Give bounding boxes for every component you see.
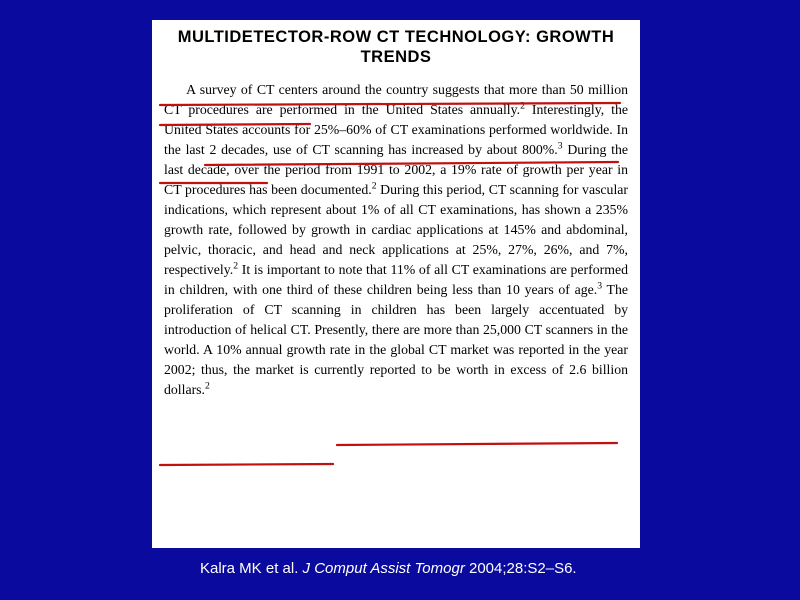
- paper-excerpt: MULTIDETECTOR-ROW CT TECHNOLOGY: GROWTH …: [152, 20, 640, 548]
- citation-journal: J Comput Assist Tomogr: [303, 560, 465, 577]
- slide: MULTIDETECTOR-ROW CT TECHNOLOGY: GROWTH …: [0, 0, 800, 600]
- underline: [337, 443, 617, 445]
- paper-body: A survey of CT centers around the countr…: [164, 80, 628, 400]
- underline: [160, 464, 333, 465]
- citation: Kalra MK et al. J Comput Assist Tomogr 2…: [200, 560, 760, 577]
- citation-author: Kalra MK et al.: [200, 560, 298, 577]
- paper-title: MULTIDETECTOR-ROW CT TECHNOLOGY: GROWTH …: [164, 28, 628, 68]
- citation-rest: 2004;28:S2–S6.: [469, 560, 577, 577]
